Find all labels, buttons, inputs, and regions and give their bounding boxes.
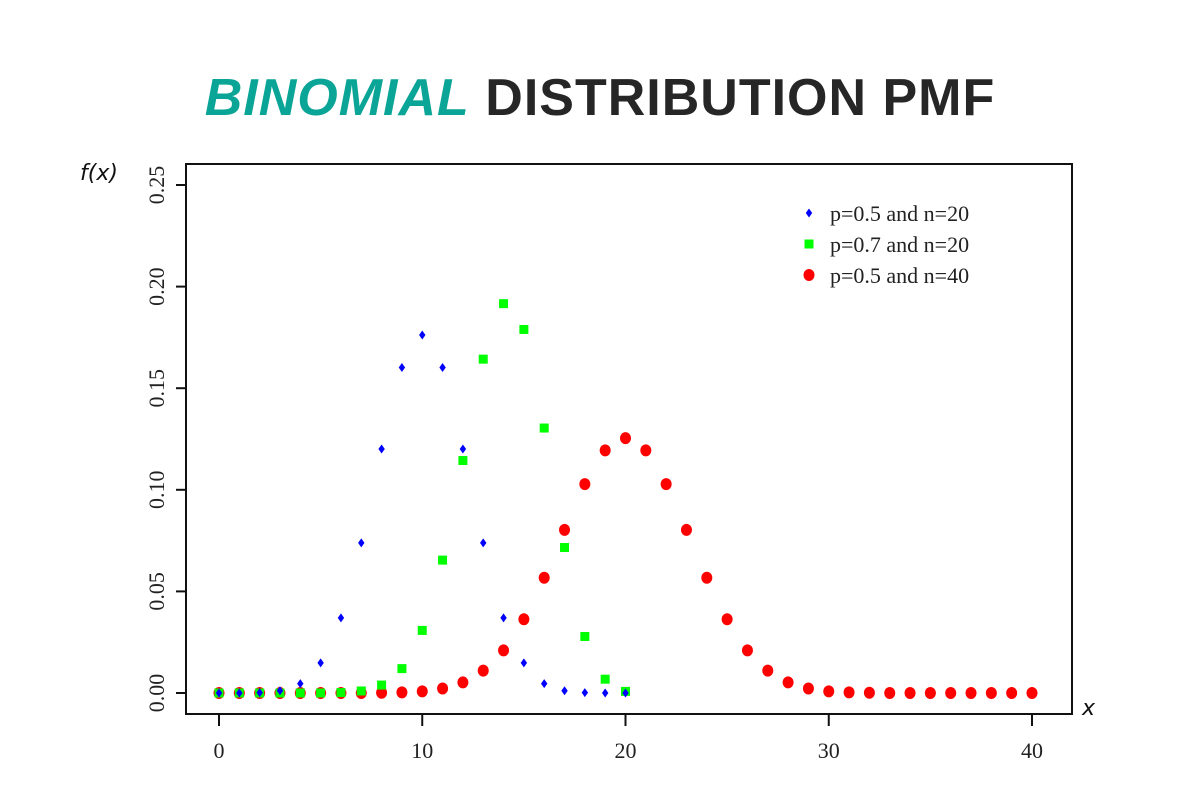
data-point-diamond [398,362,406,372]
data-point-circle [884,687,896,699]
data-point-diamond [561,686,568,696]
data-point-diamond [297,679,304,689]
y-tick-label: 0.25 [144,166,169,205]
data-point-circle [477,664,489,677]
data-point-circle [1026,687,1038,699]
data-point-circle [599,444,611,457]
data-point-circle [965,687,977,699]
data-point-diamond [215,688,223,698]
data-point-square [316,688,326,698]
data-point-diamond [337,613,345,623]
data-point-circle [945,687,957,699]
data-point-diamond [622,688,629,698]
data-point-diamond [276,686,284,696]
data-point-square [539,423,549,433]
x-tick-label: 0 [214,738,225,763]
data-point-circle [904,687,916,699]
data-point-circle [802,682,814,695]
data-point-diamond [419,330,426,340]
data-point-square [397,664,407,674]
data-point-diamond [439,362,446,372]
data-point-circle [1006,687,1018,699]
data-point-diamond [236,688,243,698]
data-point-diamond [378,444,385,454]
data-point-circle [985,687,997,699]
data-point-circle [640,444,652,457]
legend-marker-diamond [805,208,813,218]
data-point-circle [579,478,591,491]
data-point-circle [721,613,733,626]
data-point-circle [538,571,550,584]
plot-frame [185,163,1073,715]
data-point-circle [498,644,510,657]
data-point-circle [782,676,794,689]
data-point-square [417,625,427,635]
y-tick-label: 0.10 [144,471,169,510]
data-point-square [478,354,488,364]
data-point-circle [843,686,855,699]
data-point-circle [863,686,875,699]
x-axis: 0 10 20 30 40 [214,714,1043,763]
data-point-circle [396,686,408,699]
data-point-circle [457,676,469,689]
data-point-circle [823,685,835,698]
data-point-square [438,555,448,565]
title-highlight: Binomial [204,69,470,127]
data-point-circle [416,685,428,698]
data-point-circle [762,664,774,677]
data-point-circle [437,682,449,695]
y-tick-label: 0.20 [144,267,169,306]
data-point-circle [660,478,672,491]
x-tick-label: 10 [411,738,433,763]
title-rest: Distribution PMF [485,69,996,127]
data-point-square [458,456,468,466]
x-tick-label: 20 [615,738,637,763]
data-point-square [377,680,387,690]
data-point-diamond [601,688,609,698]
data-point-circle [620,432,631,445]
data-point-diamond [541,679,548,689]
data-point-circle [559,523,571,536]
legend-marker-circle [803,269,815,281]
data-point-diamond [480,538,487,548]
data-point-square [356,686,366,696]
data-point-square [600,674,610,684]
data-point-circle [376,686,388,699]
y-tick-label: 0.15 [144,369,169,408]
data-point-circle [680,523,692,536]
data-point-square [336,688,346,698]
legend-label: p=0.5 and n=40 [830,263,969,288]
data-points [213,299,1038,699]
data-point-diamond [358,538,365,548]
legend-label: p=0.5 and n=20 [830,201,969,226]
y-axis-label: f(x) [80,161,118,186]
x-tick-label: 40 [1021,738,1043,763]
data-point-circle [741,644,753,657]
data-point-square [560,543,570,553]
data-point-square [580,632,590,642]
data-point-square [519,324,529,334]
chart-title: Binomial Distribution PMF [0,68,1200,128]
data-point-diamond [459,444,467,454]
data-point-diamond [581,688,589,698]
data-point-diamond [256,688,263,698]
data-point-square [295,688,305,698]
data-point-diamond [500,613,507,623]
data-point-circle [924,687,936,699]
data-point-circle [518,613,530,626]
data-point-circle [701,571,713,584]
data-point-square [499,299,509,309]
data-point-diamond [520,658,528,668]
legend-marker-square [804,239,814,249]
data-point-diamond [317,658,324,668]
y-tick-label: 0.05 [144,572,169,611]
x-tick-label: 30 [818,738,840,763]
y-axis: 0.00 0.05 0.10 0.15 0.20 0.25 [144,166,186,713]
legend: p=0.5 and n=20 p=0.7 and n=20 p=0.5 and n=… [803,201,969,288]
x-axis-label: x [1081,696,1096,721]
legend-label: p=0.7 and n=20 [830,232,969,257]
y-tick-label: 0.00 [144,674,169,713]
